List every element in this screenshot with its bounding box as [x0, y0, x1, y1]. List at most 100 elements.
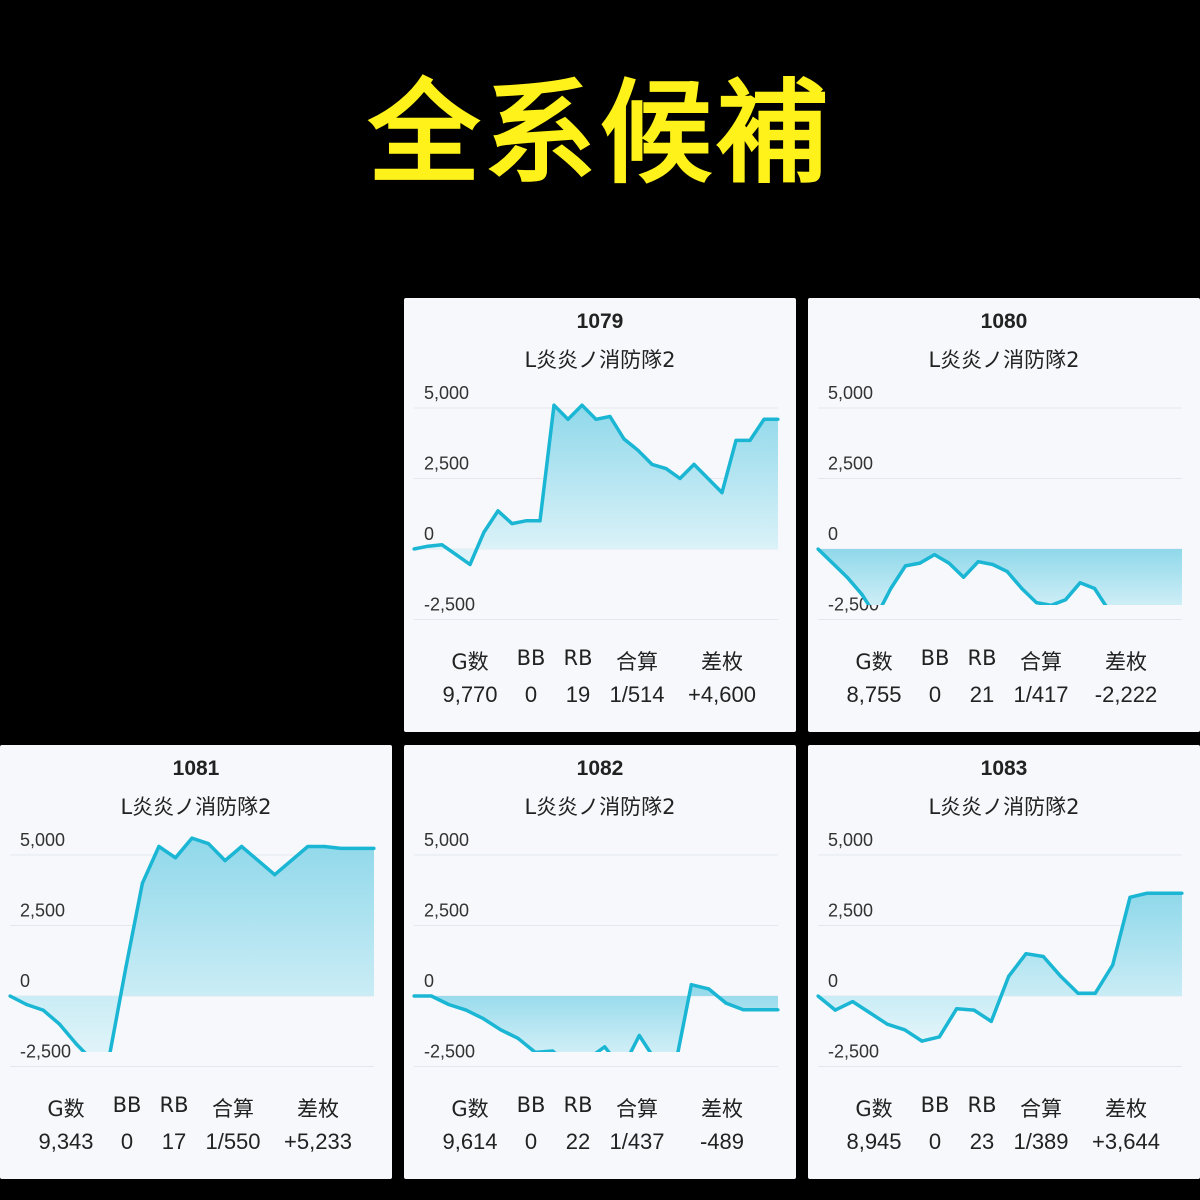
data-point — [1093, 586, 1097, 591]
balance-area — [818, 893, 1182, 1042]
data-point — [636, 448, 640, 452]
stats-value-row: 8,945 0 23 1/389 +3,644 — [808, 1129, 1200, 1165]
data-point — [8, 994, 12, 998]
data-point — [903, 1028, 907, 1032]
machine-name: L炎炎ノ消防隊2 — [524, 348, 676, 372]
machine-number: 1082 — [576, 757, 624, 780]
data-point — [678, 476, 682, 481]
data-point — [932, 553, 937, 557]
stat-label: 差枚 — [701, 650, 743, 674]
data-point — [273, 873, 277, 877]
data-point — [692, 462, 696, 466]
games-value: 9,343 — [38, 1129, 94, 1154]
stats-header-row: G数 BB RB 合算 差枚 — [404, 646, 796, 682]
stats-table: G数 BB RB 合算 差枚 8,755 0 21 1/417 -2,222 — [808, 646, 1200, 718]
machine-card-1081[interactable]: 1081 L炎炎ノ消防隊2 5,000 2,500 0 -2,500 G数 BB RB 合算 差枚 9… — [0, 745, 392, 1179]
stats-value-row: 8,755 0 21 1/417 -2,222 — [808, 682, 1200, 718]
data-point — [372, 846, 376, 850]
bb-value: 0 — [120, 1129, 134, 1154]
data-point — [1180, 891, 1184, 895]
data-point — [1063, 598, 1068, 602]
data-point — [937, 1035, 941, 1039]
data-point — [1007, 974, 1011, 978]
data-point — [566, 417, 570, 421]
games-value: 9,614 — [442, 1129, 498, 1154]
machine-name: L炎炎ノ消防隊2 — [928, 348, 1080, 372]
bb-value: 0 — [524, 682, 538, 707]
data-point — [339, 846, 343, 850]
y-tick-label: 0 — [424, 971, 434, 991]
data-point — [622, 437, 626, 441]
data-point — [650, 462, 654, 466]
data-point — [256, 859, 260, 863]
data-point — [91, 1059, 94, 1062]
data-point — [173, 856, 178, 860]
data-point — [1128, 895, 1132, 899]
machine-name: L炎炎ノ消防隊2 — [120, 795, 272, 819]
y-tick-label: -2,500 — [20, 1042, 71, 1062]
data-point — [533, 1050, 537, 1052]
stat-label: BB — [920, 646, 950, 670]
machine-number: 1083 — [980, 757, 1028, 780]
data-point — [748, 438, 752, 442]
data-point — [664, 467, 668, 471]
balance-chart: 5,000 2,500 0 -2,500 — [816, 830, 1184, 1067]
y-tick-label: -2,500 — [828, 1042, 879, 1062]
data-point — [918, 561, 922, 565]
diff-value: -489 — [699, 1129, 745, 1154]
data-point — [845, 575, 849, 579]
data-point — [706, 476, 710, 481]
data-point — [190, 836, 194, 840]
data-point — [734, 438, 738, 442]
balance-area — [818, 549, 1182, 605]
stat-label: 合算 — [616, 650, 658, 674]
machine-card-1079[interactable]: 1079 L炎炎ノ消防隊2 5,000 2,500 0 -2,500 G数 BB RB 合算 差枚 9… — [404, 298, 796, 732]
rb-value: 17 — [161, 1129, 187, 1154]
stats-value-row: 9,770 0 19 1/514 +4,600 — [404, 682, 796, 718]
y-tick-label: 2,500 — [20, 901, 65, 921]
data-point — [580, 403, 584, 407]
rb-value: 23 — [969, 1129, 995, 1154]
machine-card-1083[interactable]: 1083 L炎炎ノ消防隊2 5,000 2,500 0 -2,500 G数 BB RB 合算 差枚 8… — [808, 745, 1200, 1179]
stat-label: BB — [516, 1093, 546, 1117]
data-point — [831, 561, 835, 565]
data-point — [412, 547, 416, 551]
stat-label: G数 — [451, 1097, 489, 1121]
y-tick-label: 2,500 — [828, 454, 873, 474]
data-point — [447, 1002, 451, 1007]
data-point — [762, 417, 766, 421]
data-point — [140, 881, 144, 885]
diff-value: +5,233 — [284, 1129, 352, 1154]
data-point — [655, 1061, 658, 1064]
machine-name: L炎炎ノ消防隊2 — [524, 795, 676, 819]
data-point — [989, 1019, 993, 1023]
data-point — [516, 1036, 520, 1040]
data-point — [499, 1028, 503, 1032]
data-point — [707, 987, 711, 991]
stat-label: RB — [563, 1093, 593, 1117]
data-point — [594, 417, 598, 421]
machine-card-1082[interactable]: 1082 L炎炎ノ消防隊2 5,000 2,500 0 -2,500 G数 BB RB 合算 差枚 9… — [404, 745, 796, 1179]
data-point — [776, 1008, 780, 1012]
data-point — [551, 1049, 555, 1052]
stat-label: 差枚 — [297, 1097, 339, 1121]
data-point — [816, 547, 820, 551]
data-point — [816, 994, 820, 998]
data-point — [851, 1000, 855, 1004]
data-point — [885, 1022, 889, 1026]
data-point — [1137, 622, 1140, 625]
data-point — [58, 1022, 62, 1026]
data-point — [637, 1033, 641, 1038]
stat-label: BB — [112, 1093, 142, 1117]
rb-value: 21 — [969, 682, 995, 707]
data-point — [322, 844, 326, 849]
data-point — [1163, 891, 1167, 895]
y-tick-label: 0 — [20, 971, 30, 991]
stat-label: RB — [967, 1093, 997, 1117]
data-point — [24, 1002, 29, 1007]
data-point — [1049, 603, 1053, 605]
machine-card-1080[interactable]: 1080 L炎炎ノ消防隊2 5,000 2,500 0 -2,500 G数 BB RB 合算 差枚 8… — [808, 298, 1200, 732]
balance-chart: 5,000 2,500 0 -2,500 — [412, 383, 780, 620]
data-point — [124, 966, 128, 970]
data-point — [1122, 622, 1125, 625]
